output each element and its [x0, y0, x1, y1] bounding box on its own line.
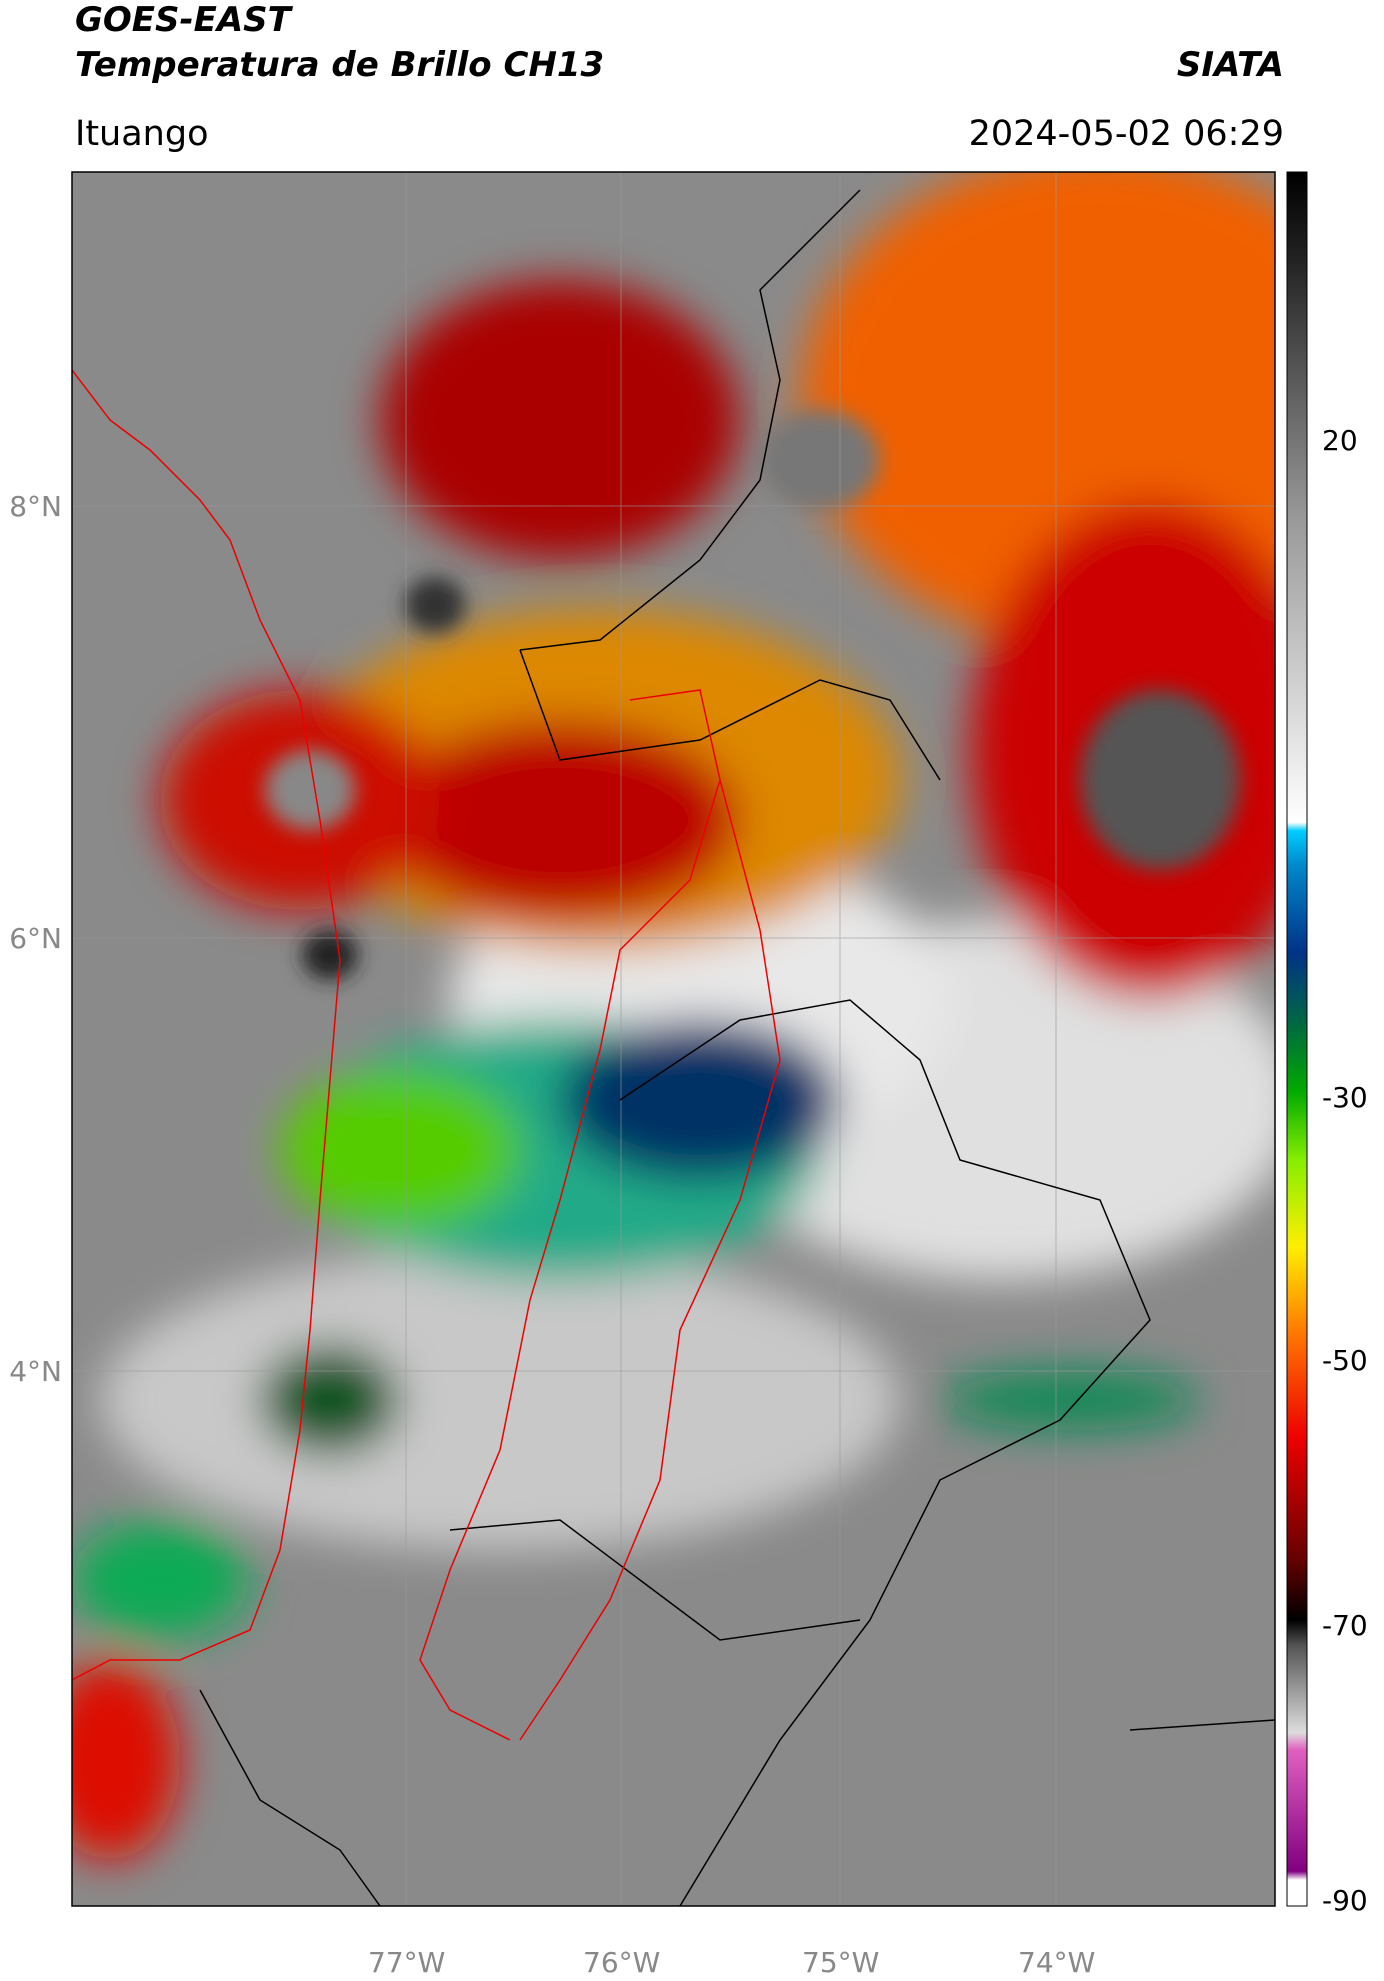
- colorbar-tick-label: -30: [1322, 1081, 1368, 1114]
- colorbar-tick-label: 20: [1322, 424, 1358, 457]
- lat-label: 8°N: [9, 490, 62, 523]
- lon-label: 77°W: [368, 1946, 446, 1979]
- datetime: 2024-05-02 06:29: [968, 114, 1284, 154]
- lon-label: 75°W: [802, 1946, 880, 1979]
- source: SIATA: [1176, 45, 1284, 85]
- title: GOES-EAST: [75, 0, 291, 40]
- location: Ituango: [75, 114, 209, 154]
- colorbar-tick-label: -50: [1322, 1344, 1368, 1377]
- colorbar-tick-label: -70: [1322, 1609, 1368, 1642]
- satellite-image: [72, 172, 1275, 1906]
- colorbar-tick-label: -90: [1322, 1884, 1368, 1917]
- lat-label: 4°N: [9, 1355, 62, 1388]
- lon-label: 76°W: [583, 1946, 661, 1979]
- subtitle: Temperatura de Brillo CH13: [75, 45, 605, 85]
- lat-label: 6°N: [9, 922, 62, 955]
- lon-label: 74°W: [1018, 1946, 1096, 1979]
- map-frame: [71, 171, 1276, 1907]
- colorbar: [1286, 171, 1308, 1907]
